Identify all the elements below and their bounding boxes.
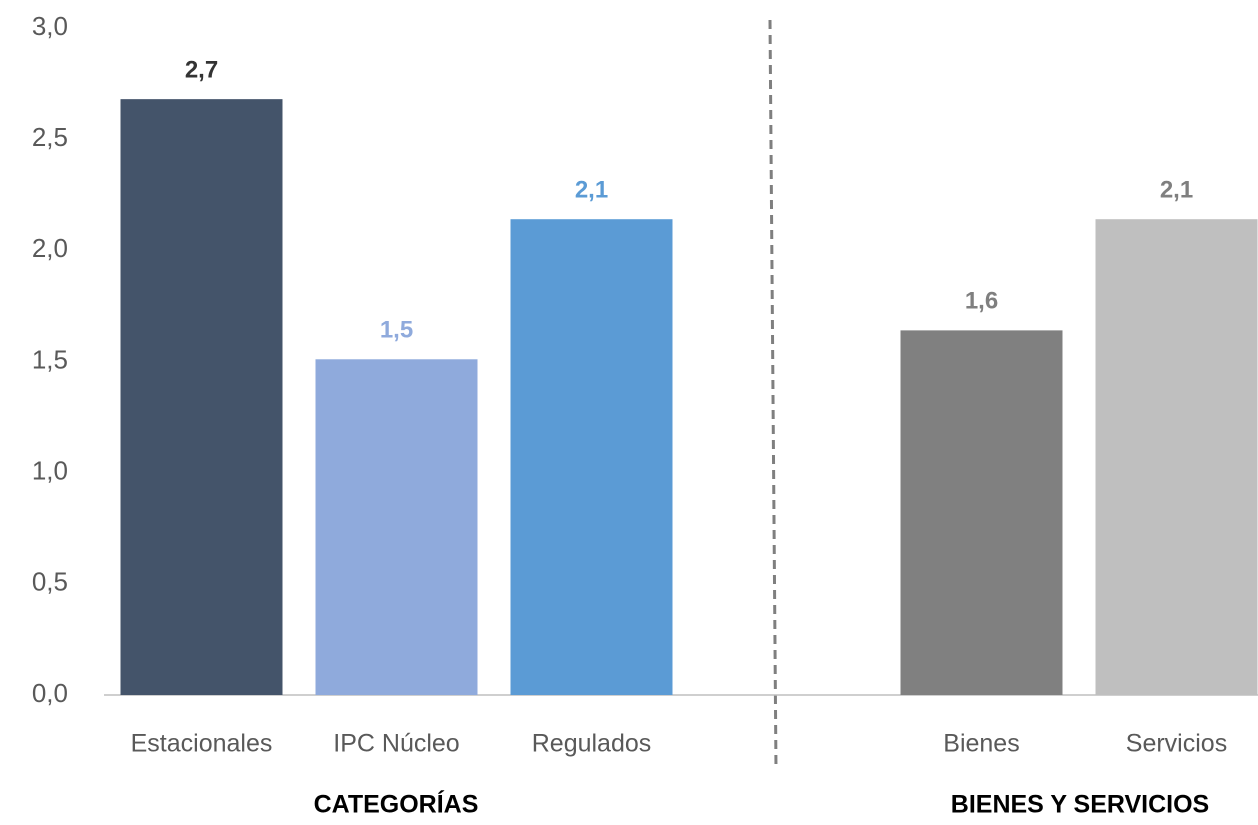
bar [1095,219,1258,695]
y-tick-label: 0,5 [32,567,68,597]
y-tick-label: 0,0 [32,678,68,708]
value-label: 2,1 [575,177,608,204]
x-tick-label: IPC Núcleo [333,730,459,758]
y-tick-label: 1,0 [32,456,68,486]
value-label: 1,6 [965,288,998,315]
bar [900,330,1063,695]
bar [510,219,673,695]
x-tick-label: Bienes [943,730,1019,758]
value-label: 2,7 [185,56,218,83]
y-tick-label: 3,0 [32,11,68,41]
group-label: CATEGORÍAS [314,790,479,819]
y-tick-label: 2,5 [32,122,68,152]
x-tick-label: Estacionales [131,730,273,758]
y-tick-label: 1,5 [32,344,68,374]
value-label: 1,5 [380,317,413,344]
bar [315,359,478,695]
group-divider [768,19,778,771]
x-tick-label: Servicios [1126,730,1227,758]
group-label: BIENES Y SERVICIOS [951,791,1209,819]
y-tick-label: 2,0 [32,233,68,263]
bar [120,99,283,695]
value-label: 2,1 [1160,177,1193,204]
x-tick-label: Regulados [532,730,652,758]
